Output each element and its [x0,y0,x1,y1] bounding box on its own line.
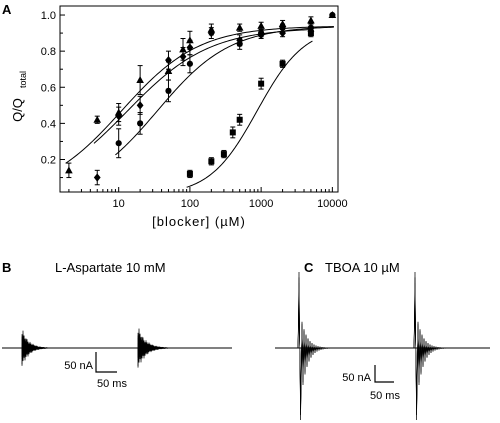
data-point-diamond [186,43,194,52]
data-point-triangle [257,21,265,29]
data-point-diamond [136,101,144,110]
data-point-diamond [207,28,215,38]
y-tick-label: 0.6 [41,82,56,94]
y-tick-label: 1.0 [41,10,56,22]
panel-c-response-2 [413,271,475,421]
data-point-circle [236,40,243,48]
panel-c-scale-bar: 50 nA 50 ms [342,365,400,402]
y-axis-label-subscript: total [18,71,28,88]
x-axis-ticks: 10 100 1000 10000 [68,187,348,210]
y-tick-label: 0.2 [41,154,56,166]
fit-curve-2 [93,29,313,144]
data-point-circle [258,29,265,37]
fit-curve-4 [186,40,313,188]
panel-b-trace [2,328,232,368]
panel-b-scale-bar: 50 nA 50 ms [64,352,127,390]
plot-frame [59,5,339,193]
x-tick-label: 10000 [317,198,348,210]
x-tick-label: 10 [113,198,125,210]
y-tick-label: 0.4 [41,118,56,130]
data-point-circle [279,24,286,31]
data-point-triangle [136,76,144,84]
x-tick-label: 1000 [249,198,273,210]
y-axis-label-main: Q/Q [10,98,25,122]
data-point-diamond [165,55,172,65]
x-tick-label: 100 [181,198,199,210]
panel-b-scale-x: 50 ms [97,378,127,390]
data-point-triangle [164,67,173,75]
data-point-square [220,151,227,158]
data-point-circle [186,60,194,67]
panel-b-scale-y: 50 nA [64,360,93,372]
panel-b-letter: B [2,260,11,275]
data-point-circle [137,120,144,127]
data-point-circle [165,87,172,94]
panel-c-letter: C [304,260,314,275]
panel-b-title: L-Aspartate 10 mM [55,260,166,275]
fit-curve-3 [115,26,334,156]
x-axis-label: [blocker] (µM) [152,214,246,229]
data-point-triangle [65,166,73,174]
fit-curve-1 [65,26,334,164]
data-point-square [229,129,236,136]
y-axis-label: Q/Q total [10,71,28,122]
data-point-square [307,30,314,37]
data-point-triangle [93,115,102,123]
data-point-square [208,158,215,165]
data-point-circle [329,11,336,19]
data-point-triangle [235,23,244,31]
data-point-square [258,80,265,87]
panel-c-scale-y: 50 nA [342,372,371,384]
data-point-diamond [93,173,101,182]
data-points [65,11,337,186]
data-point-square [279,60,286,67]
panel-a-letter: A [2,2,12,17]
y-tick-label: 0.8 [41,46,56,58]
data-point-diamond [179,52,187,61]
data-point-diamond [115,111,123,121]
panel-c-title: TBOA 10 µM [325,260,400,275]
panel-c-trace [275,271,490,421]
panel-b-response-2 [137,328,169,368]
panel-c-scale-x: 50 ms [370,390,400,402]
dose-response-chart: 10 100 1000 10000 0.2 0.4 0.6 0.8 1.0 [blocker]… [10,5,348,229]
panel-b-response-1 [21,330,49,366]
data-point-triangle [307,16,315,24]
panel-c-response-1 [297,271,359,421]
data-point-square [186,170,193,177]
data-point-circle [115,140,122,147]
fit-curves [65,26,334,188]
y-axis-ticks: 0.2 0.4 0.6 0.8 1.0 [41,10,65,179]
data-point-square [236,116,243,123]
